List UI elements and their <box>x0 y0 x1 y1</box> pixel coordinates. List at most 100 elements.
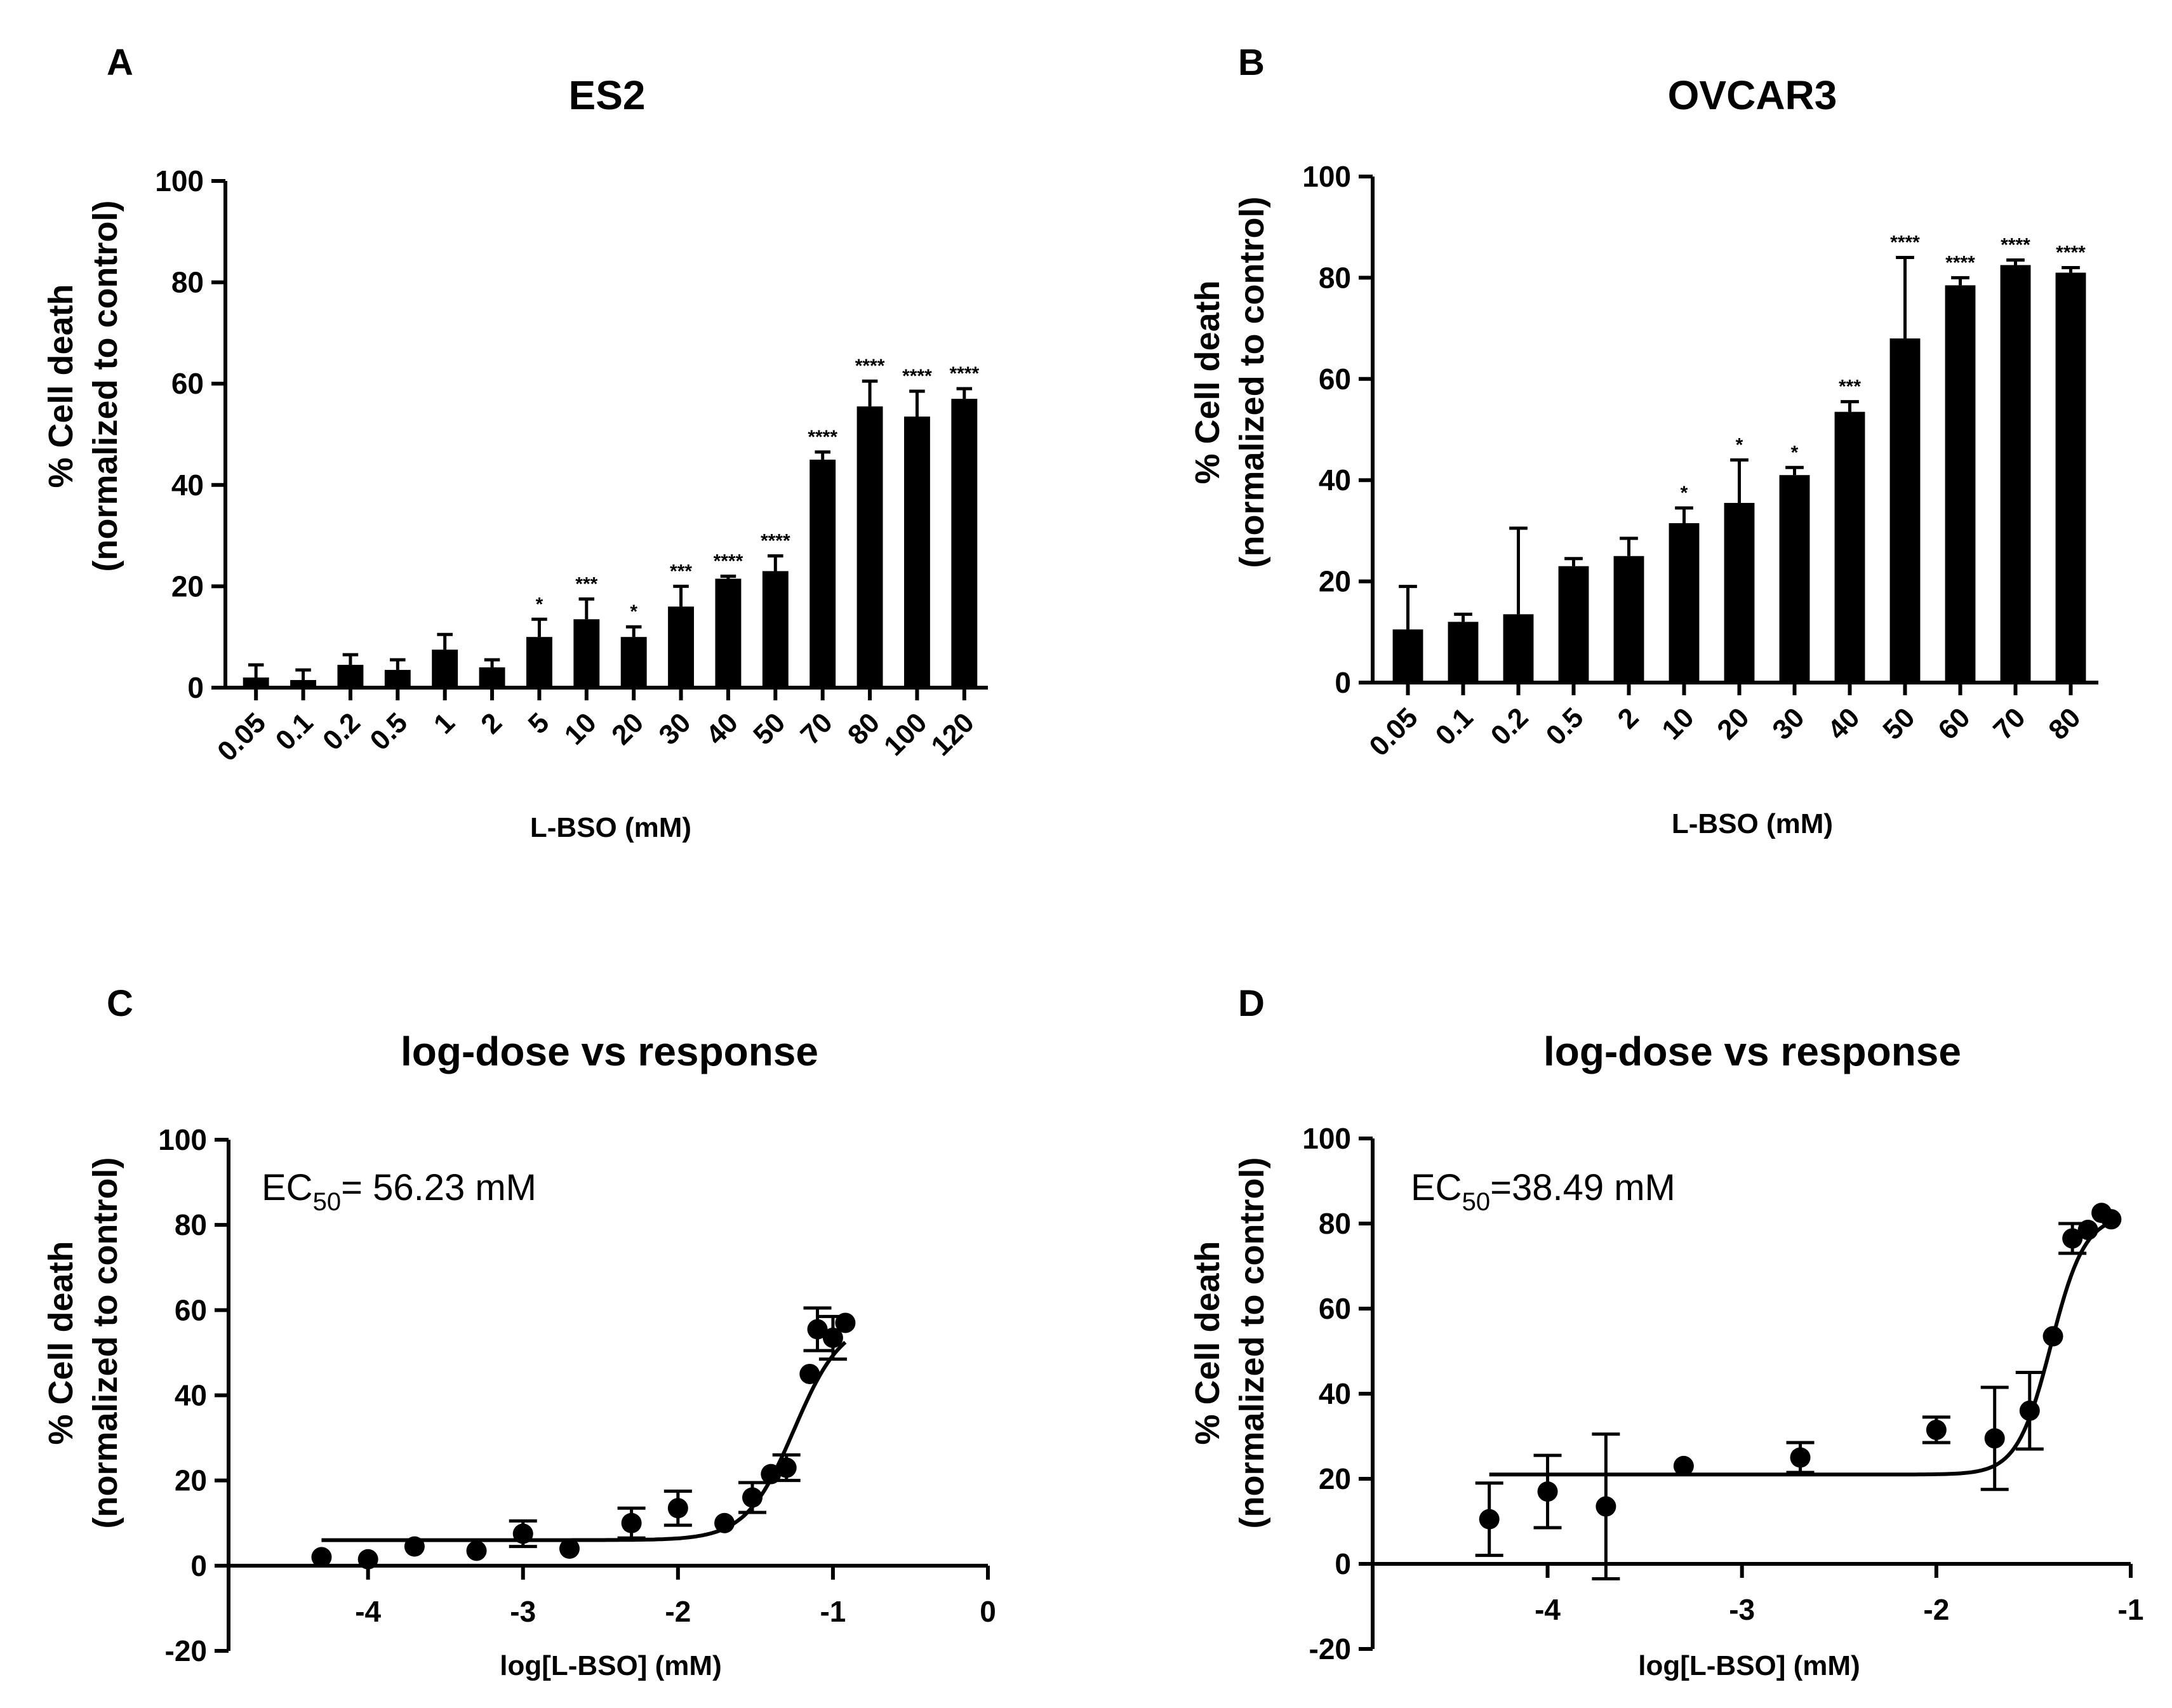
panel-c-title: log-dose vs response <box>401 1029 818 1074</box>
panel-c-data-point <box>466 1540 487 1561</box>
panel-b-bar <box>1834 411 1865 683</box>
panel-c-x-tick-label: 0 <box>980 1595 996 1628</box>
panel-a-significance-label: **** <box>855 356 885 377</box>
panel-a-bar <box>573 619 600 688</box>
panel-b-x-tick-label: 0.5 <box>1540 702 1590 751</box>
panel-b-x-tick-label: 40 <box>1822 702 1865 745</box>
panel-a-x-tick-label: 40 <box>700 707 744 751</box>
panel-c-ylabel-line2: (normalized to control) <box>86 1158 124 1529</box>
panel-c-data-point <box>667 1498 688 1519</box>
panel-a-bar <box>903 417 930 688</box>
panel-b-bar <box>1392 629 1423 683</box>
panel-c-y-tick-label: -20 <box>165 1634 207 1667</box>
panel-c-x-tick-label: -2 <box>665 1595 691 1628</box>
panel-d-ec50-prefix: EC <box>1411 1167 1462 1208</box>
panel-d-title: log-dose vs response <box>1543 1029 1961 1074</box>
panel-c-xlabel: log[L-BSO] (mM) <box>500 1650 721 1681</box>
panel-b-x-tick-label: 0.05 <box>1363 702 1423 762</box>
panel-a-significance-label: * <box>536 594 543 615</box>
panel-d-x-tick-label: -2 <box>1923 1593 1949 1626</box>
panel-d-y-tick-label: -20 <box>1309 1632 1351 1665</box>
panel-c-data-point <box>512 1523 533 1544</box>
panel-b-letter: B <box>1238 42 1265 83</box>
panel-a-bar <box>479 667 505 688</box>
panel-b-significance-label: * <box>1791 442 1799 463</box>
panel-a-bar <box>951 399 978 688</box>
panel-a-x-tick-label: 0.05 <box>211 707 272 767</box>
panel-d-data-point <box>1596 1496 1616 1517</box>
panel-b-x-tick-label: 70 <box>1987 702 2031 745</box>
panel-a-y-tick-label: 0 <box>187 671 204 704</box>
panel-d-data-point <box>2101 1209 2122 1230</box>
panel-c-y-tick-label: 40 <box>175 1379 207 1412</box>
panel-c-data-point <box>776 1457 797 1478</box>
panel-b-bar <box>1889 338 1921 683</box>
panel-b-bar <box>1558 566 1589 683</box>
panel-a-y-tick-label: 100 <box>155 164 204 197</box>
panel-a-significance-label: *** <box>575 573 597 594</box>
panel-b-x-tick-label: 0.2 <box>1485 702 1535 751</box>
panel-a-significance-label: **** <box>902 366 932 387</box>
panel-d-ylabel-line2: (normalized to control) <box>1233 1158 1271 1529</box>
panel-c-data-point <box>559 1538 580 1559</box>
panel-b-bar <box>1669 523 1700 683</box>
panel-d-data-point <box>1984 1428 2005 1449</box>
panel-c-x-tick-label: -3 <box>510 1595 536 1628</box>
panel-a-x-tick-label: 50 <box>747 707 791 751</box>
panel-d: D log-dose vs response % Cell death (nor… <box>1189 983 2143 1681</box>
panel-c-x-tick-label: -1 <box>820 1595 846 1628</box>
panel-d-ec50-sub: 50 <box>1462 1188 1491 1216</box>
panel-d-data-point <box>1479 1509 1500 1530</box>
panel-d-x-tick-label: -4 <box>1535 1593 1561 1626</box>
panel-b-bar <box>1779 475 1810 683</box>
panel-c-y-tick-label: 80 <box>175 1208 207 1241</box>
panel-a-significance-label: *** <box>670 561 692 582</box>
panel-a-significance-label: * <box>630 601 637 622</box>
panel-b-bar <box>2000 265 2031 683</box>
panel-a-y-tick-label: 40 <box>171 469 204 502</box>
panel-b-significance-label: **** <box>2001 235 2030 256</box>
panel-a-y-tick-label: 20 <box>171 570 204 603</box>
panel-a-x-tick-label: 0.2 <box>317 707 366 756</box>
panel-b-x-tick-label: 20 <box>1711 702 1755 745</box>
panel-a-significance-label: **** <box>949 363 979 384</box>
panel-c-data-point <box>404 1536 425 1557</box>
panel-a-bar <box>337 665 364 688</box>
panel-a-significance-label: **** <box>808 427 837 448</box>
panel-c-x-tick-label: -4 <box>355 1595 381 1628</box>
panel-d-data-point <box>2019 1400 2040 1421</box>
panel-a-bar <box>668 606 695 688</box>
panel-b-y-tick-label: 0 <box>1335 666 1351 699</box>
panel-c: C log-dose vs response % Cell death (nor… <box>42 983 996 1681</box>
panel-c-data-point <box>835 1312 856 1333</box>
panel-c-data-point <box>311 1547 332 1568</box>
panel-d-y-tick-label: 0 <box>1335 1547 1351 1580</box>
panel-d-data-point <box>2042 1326 2063 1347</box>
panel-a-bar <box>620 637 647 688</box>
panel-d-data-point <box>1537 1481 1558 1502</box>
panel-b-title: OVCAR3 <box>1668 72 1837 118</box>
panel-d-x-tick-label: -1 <box>2118 1593 2144 1626</box>
panel-d-xlabel: log[L-BSO] (mM) <box>1638 1650 1860 1681</box>
panel-b-significance-label: **** <box>1945 252 1975 273</box>
panel-d-y-tick-label: 80 <box>1319 1207 1351 1240</box>
panel-a-bar <box>526 637 552 688</box>
panel-b-x-tick-label: 0.1 <box>1430 702 1479 751</box>
panel-b-bar <box>1613 556 1644 683</box>
panel-b-x-tick-label: 50 <box>1877 702 1921 745</box>
panel-b-bar <box>2055 272 2086 683</box>
panel-c-data-point <box>714 1512 735 1533</box>
panel-d-data-point <box>2077 1220 2098 1241</box>
panel-b: B OVCAR3 % Cell death (normalized to con… <box>1189 42 2098 839</box>
panel-a-bar <box>856 406 883 688</box>
panel-d-plot: -20 0 20 40 60 80 100 -4 -3 -2 -1 <box>1302 1122 2143 1665</box>
panel-a-title: ES2 <box>569 72 646 118</box>
panel-b-y-tick-label: 100 <box>1302 160 1351 193</box>
panel-a: A ES2 % Cell death (normalized to contro… <box>42 42 988 843</box>
panel-a-x-tick-label: 120 <box>925 707 980 762</box>
panel-d-letter: D <box>1238 983 1265 1024</box>
panel-c-y-tick-label: 60 <box>175 1293 207 1326</box>
panel-b-xlabel: L-BSO (mM) <box>1672 808 1833 839</box>
panel-b-significance-label: * <box>1681 483 1688 504</box>
